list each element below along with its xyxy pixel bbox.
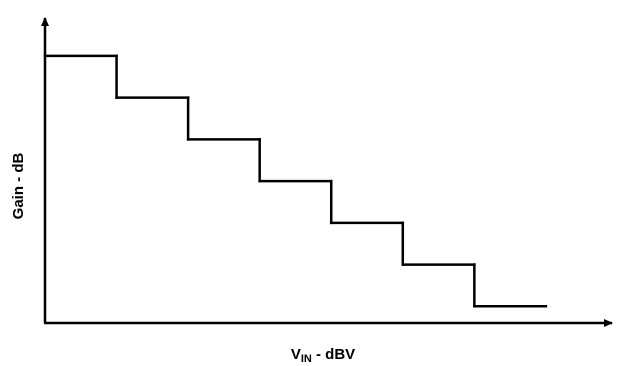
x-axis-label: VIN - dBV [291,346,355,365]
x-axis-label-suffix: - dBV [312,346,355,363]
x-axis-label-subscript: IN [301,353,312,365]
gain-step-series [43,54,548,308]
x-axis-label-main: V [291,346,301,363]
y-axis-label: Gain - dB [10,153,27,220]
